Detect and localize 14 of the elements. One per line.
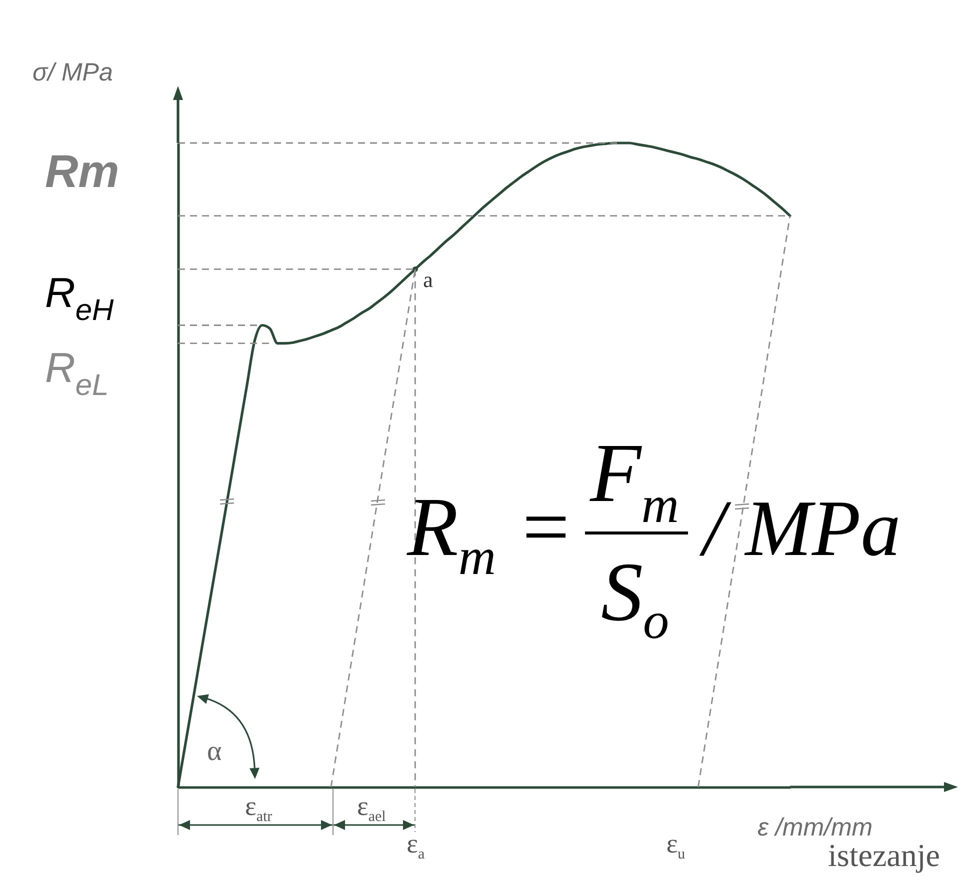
annotation: α xyxy=(207,736,222,767)
x-tick-label: ε$_{u}$ xyxy=(666,828,686,862)
x-tick-label: ε$_{a}$ xyxy=(406,828,425,862)
y-axis-title: σ/ MPa xyxy=(32,58,113,86)
text: Rm xyxy=(45,145,120,197)
annotation: R$_{m}$ = xyxy=(406,481,574,586)
text: R$_{eL}$ xyxy=(45,344,109,402)
annotation: S$_{o}$ xyxy=(601,546,669,650)
text: ε$_{ael}$ xyxy=(357,791,386,825)
annotation: a xyxy=(423,267,434,292)
annotation: F$_{m}$ xyxy=(589,427,679,534)
text: ε$_{atr}$ xyxy=(245,791,272,825)
annotation: / MPa xyxy=(699,485,901,573)
text: R$_{eH}$ xyxy=(45,269,114,327)
